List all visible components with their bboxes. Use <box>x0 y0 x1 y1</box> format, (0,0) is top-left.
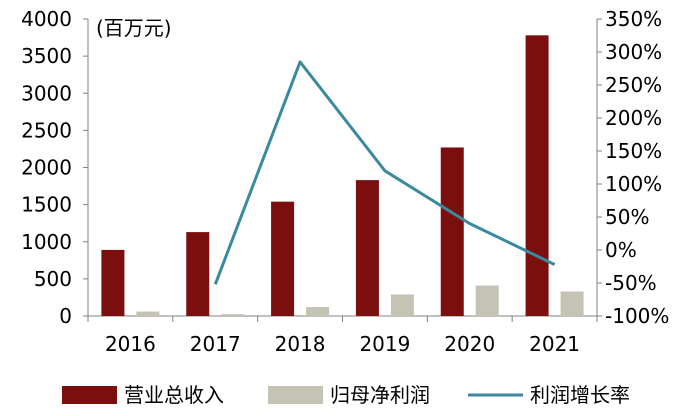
line-series-profit-growth <box>213 60 556 285</box>
right-axis-tick-label: -50% <box>605 271 657 295</box>
bar-revenue <box>525 35 549 317</box>
right-axis-tick-label: 350% <box>605 7 662 31</box>
x-axis-tick-label: 2017 <box>190 332 241 356</box>
bar-revenue <box>101 249 125 316</box>
bar-revenue <box>271 201 295 316</box>
right-axis-tick-label: 150% <box>605 139 662 163</box>
left-axis-unit-label: (百万元) <box>96 16 172 40</box>
x-axis-tick-label: 2020 <box>444 332 495 356</box>
left-axis-tick-label: 500 <box>34 267 72 291</box>
bar-net-profit <box>560 291 584 316</box>
left-axis-tick-label: 3000 <box>21 81 72 105</box>
right-axis-tick-label: 0% <box>605 238 637 262</box>
left-axis-tick-label: 4000 <box>21 7 72 31</box>
left-axis-tick-label: 3500 <box>21 44 72 68</box>
right-axis-tick-label: 100% <box>605 172 662 196</box>
right-axis-tick-label: 300% <box>605 40 662 64</box>
plot-area: 0 500 1000 1500 2000 2500 3000 3500 4000 -100% -50… <box>21 7 669 356</box>
legend-swatch <box>62 386 117 404</box>
right-axis-tick-label: -100% <box>605 304 669 328</box>
left-axis-tick-label: 1500 <box>21 193 72 217</box>
right-axis-tick-label: 50% <box>605 205 649 229</box>
bar-net-profit <box>390 294 414 316</box>
x-axis-tick-label: 2019 <box>359 332 410 356</box>
bar-net-profit <box>306 307 330 316</box>
bar-net-profit <box>221 314 245 316</box>
bar-revenue <box>186 232 210 316</box>
left-axis-tick-label: 0 <box>59 304 72 328</box>
legend-label: 营业总收入 <box>124 383 224 407</box>
bar-revenue <box>440 147 464 316</box>
left-axis-tick-label: 1000 <box>21 230 72 254</box>
right-axis-tick-label: 250% <box>605 73 662 97</box>
x-axis-tick-label: 2021 <box>529 332 580 356</box>
legend: 营业总收入 归母净利润 利润增长率 <box>62 383 630 407</box>
bar-net-profit <box>475 285 499 316</box>
right-axis-tick-label: 200% <box>605 106 662 130</box>
x-axis-tick-label: 2016 <box>105 332 156 356</box>
legend-label: 利润增长率 <box>530 383 630 407</box>
x-axis-tick-label: 2018 <box>275 332 326 356</box>
bar-revenue <box>355 180 379 316</box>
bar-net-profit <box>136 311 160 316</box>
left-axis-tick-label: 2500 <box>21 118 72 142</box>
legend-swatch <box>268 386 323 404</box>
left-axis-tick-label: 2000 <box>21 156 72 180</box>
legend-label: 归母净利润 <box>330 383 430 407</box>
